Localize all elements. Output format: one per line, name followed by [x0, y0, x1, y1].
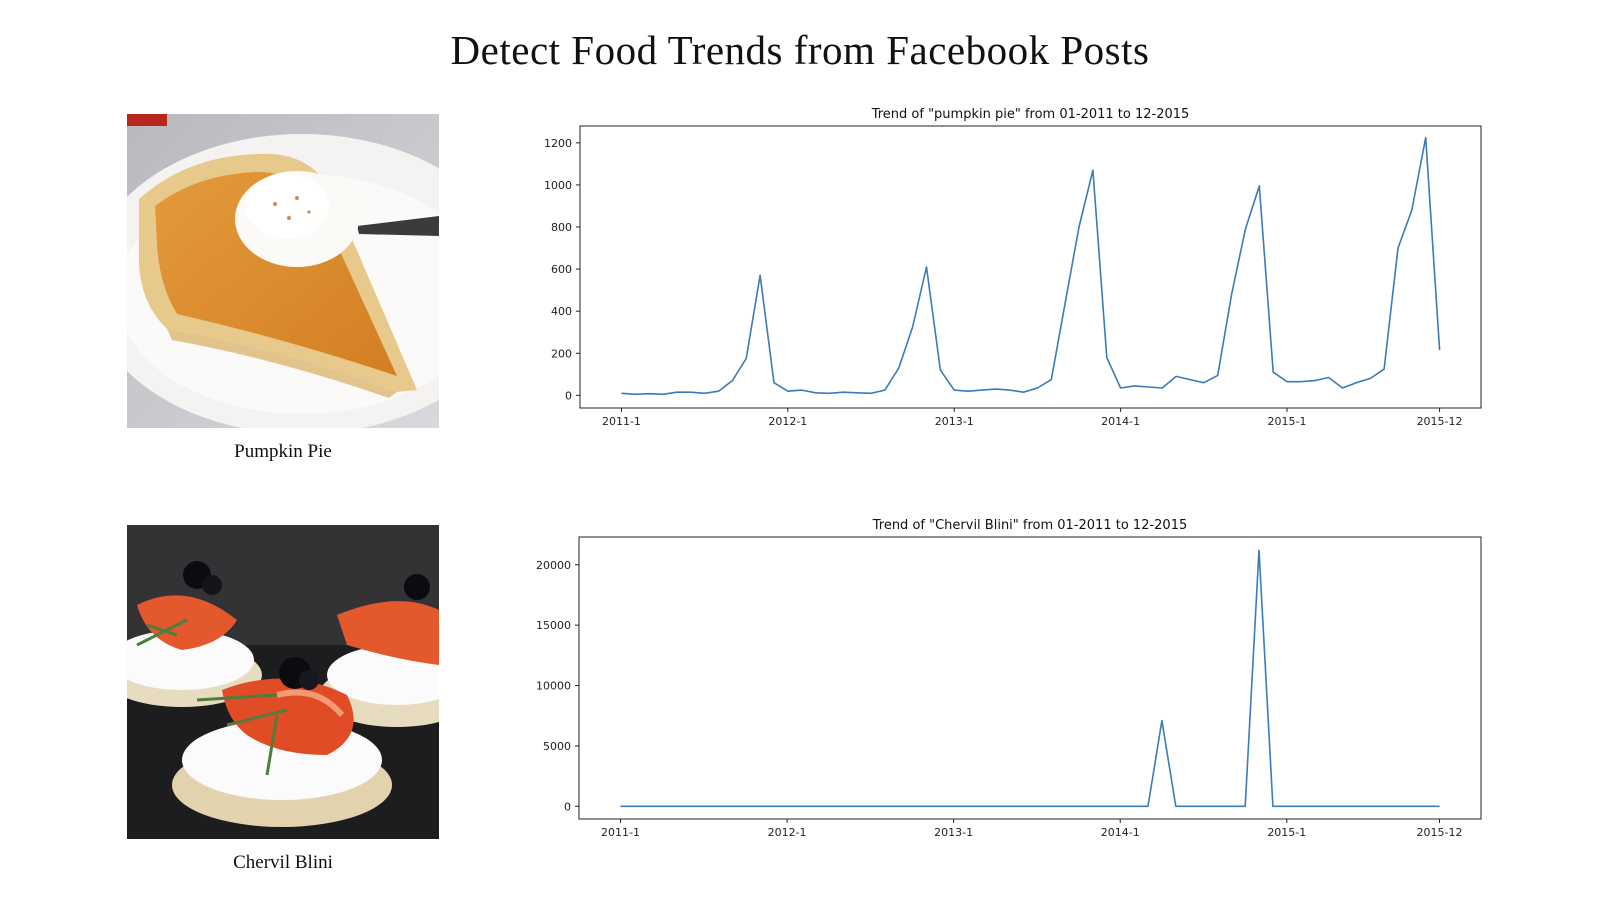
y-tick-label: 0: [565, 389, 572, 402]
x-tick-label: 2012-1: [768, 826, 807, 839]
series-line: [620, 549, 1440, 808]
chervil-blini-trend-svg: Trend of "Chervil Blini" from 01-2011 to…: [536, 518, 1482, 839]
pumpkin-pie-caption: Pumpkin Pie: [234, 441, 332, 462]
x-tick-label: 2015-12: [1417, 415, 1463, 428]
chart-title: Trend of "pumpkin pie" from 01-2011 to 1…: [871, 107, 1190, 122]
series-line: [621, 136, 1441, 396]
pumpkin-pie-photo: [127, 114, 439, 428]
chervil-blini-trend-chart: Trend of "Chervil Blini" from 01-2011 to…: [520, 513, 1520, 843]
x-tick-label: 2011-1: [601, 826, 640, 839]
y-tick-label: 1000: [544, 179, 572, 192]
pumpkin-pie-trend-svg: Trend of "pumpkin pie" from 01-2011 to 1…: [544, 107, 1482, 428]
chervil-blini-caption: Chervil Blini: [233, 852, 333, 873]
y-tick-label: 400: [551, 305, 572, 318]
page-title: Detect Food Trends from Facebook Posts: [450, 27, 1150, 73]
y-tick-label: 10000: [536, 680, 571, 693]
chart-title: Trend of "Chervil Blini" from 01-2011 to…: [872, 518, 1188, 533]
y-tick-label: 5000: [543, 740, 571, 753]
pumpkin-pie-trend-chart: Trend of "pumpkin pie" from 01-2011 to 1…: [520, 102, 1520, 432]
x-tick-label: 2014-1: [1101, 826, 1140, 839]
plot-frame: [578, 536, 1482, 820]
x-tick-label: 2013-1: [935, 415, 974, 428]
x-tick-label: 2015-12: [1417, 826, 1463, 839]
y-tick-label: 800: [551, 221, 572, 234]
x-tick-label: 2013-1: [934, 826, 973, 839]
y-tick-label: 1200: [544, 137, 572, 150]
y-tick-label: 15000: [536, 619, 571, 632]
y-tick-label: 20000: [536, 559, 571, 572]
y-tick-label: 0: [564, 800, 571, 813]
chervil-blini-photo: [127, 525, 439, 839]
y-tick-label: 600: [551, 263, 572, 276]
x-tick-label: 2011-1: [602, 415, 641, 428]
x-tick-label: 2014-1: [1101, 415, 1140, 428]
x-tick-label: 2012-1: [768, 415, 807, 428]
y-tick-label: 200: [551, 347, 572, 360]
plot-frame: [579, 125, 1482, 409]
x-tick-label: 2015-1: [1267, 826, 1306, 839]
x-tick-label: 2015-1: [1268, 415, 1307, 428]
